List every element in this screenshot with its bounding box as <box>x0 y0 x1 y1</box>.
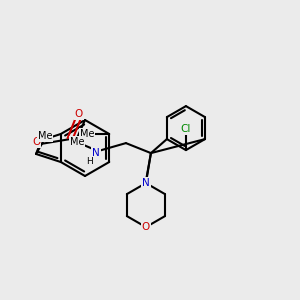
Text: N: N <box>92 148 100 158</box>
Text: O: O <box>32 137 40 147</box>
Text: N: N <box>142 178 150 188</box>
Text: H: H <box>86 157 93 166</box>
Text: O: O <box>75 109 83 119</box>
Text: Me: Me <box>80 129 94 139</box>
Text: Me: Me <box>70 137 84 147</box>
Text: Cl: Cl <box>181 124 191 134</box>
Text: O: O <box>142 222 150 232</box>
Text: Me: Me <box>38 131 52 141</box>
